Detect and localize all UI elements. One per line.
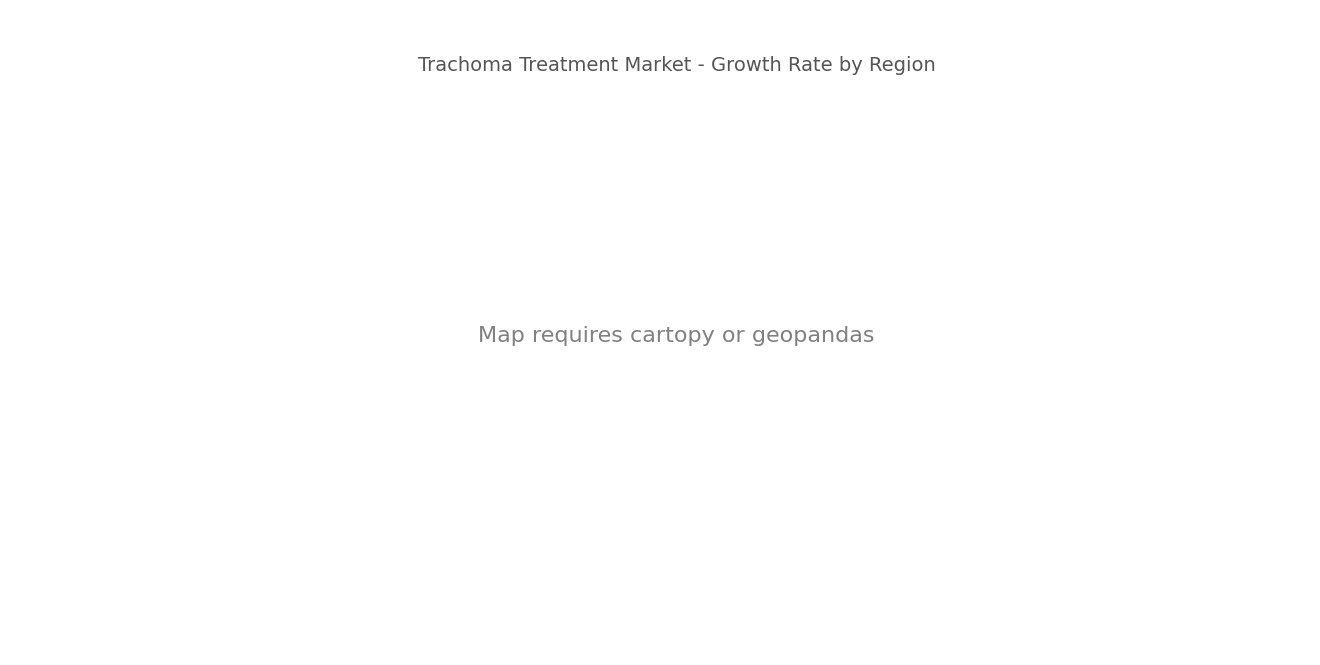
Text: Map requires cartopy or geopandas: Map requires cartopy or geopandas (478, 326, 875, 346)
Title: Trachoma Treatment Market - Growth Rate by Region: Trachoma Treatment Market - Growth Rate … (417, 57, 936, 75)
